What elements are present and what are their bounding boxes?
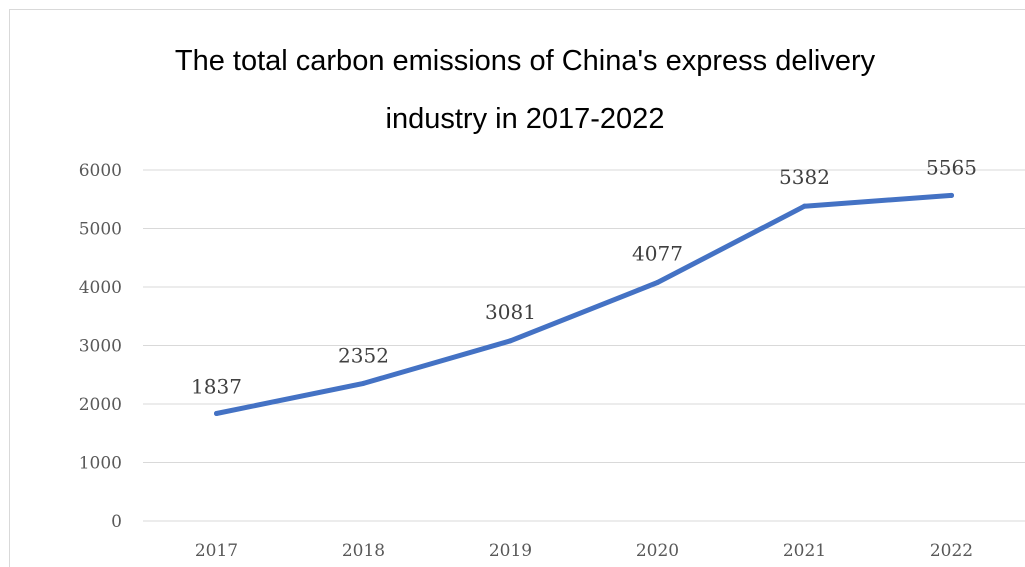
data-point-2020 bbox=[655, 279, 660, 285]
y-axis-tick-labels: 0 1000 2000 3000 4000 5000 6000 bbox=[79, 161, 122, 532]
gridlines bbox=[143, 169, 1025, 522]
x-tick-label-2021: 2021 bbox=[783, 541, 826, 561]
data-point-2022 bbox=[949, 192, 954, 198]
chart-area bbox=[9, 9, 1025, 567]
data-point-2019 bbox=[508, 338, 513, 344]
data-label-2022: 5565 bbox=[926, 155, 977, 179]
data-label-2020: 4077 bbox=[632, 241, 683, 265]
x-tick-label-2022: 2022 bbox=[930, 541, 973, 561]
x-tick-label-2020: 2020 bbox=[636, 541, 679, 561]
data-labels: 1837 2352 3081 4077 5382 5565 bbox=[191, 155, 977, 398]
y-tick-label-2000: 2000 bbox=[79, 395, 122, 415]
x-axis-tick-labels: 2017 2018 2019 2020 2021 2022 bbox=[195, 541, 973, 561]
chart-title-line-2: industry in 2017-2022 bbox=[386, 103, 665, 135]
data-label-2019: 3081 bbox=[485, 300, 536, 324]
data-point-2017 bbox=[214, 411, 219, 417]
y-tick-label-3000: 3000 bbox=[79, 337, 122, 357]
data-label-2018: 2352 bbox=[338, 343, 389, 367]
y-tick-label-1000: 1000 bbox=[79, 454, 122, 474]
series-line-0 bbox=[214, 192, 954, 416]
x-tick-label-2019: 2019 bbox=[489, 541, 532, 561]
y-tick-label-4000: 4000 bbox=[79, 278, 122, 298]
x-tick-label-2018: 2018 bbox=[342, 541, 385, 561]
y-tick-label-6000: 6000 bbox=[79, 161, 122, 181]
data-label-2021: 5382 bbox=[779, 165, 830, 189]
data-point-2021 bbox=[802, 203, 807, 209]
y-tick-label-5000: 5000 bbox=[79, 220, 122, 240]
y-tick-label-0: 0 bbox=[111, 512, 122, 532]
data-label-2017: 1837 bbox=[191, 375, 242, 399]
chart-title-line-1: The total carbon emissions of China's ex… bbox=[175, 45, 876, 77]
series-layer bbox=[214, 192, 954, 417]
x-tick-label-2017: 2017 bbox=[195, 541, 238, 561]
data-point-2018 bbox=[361, 380, 366, 386]
